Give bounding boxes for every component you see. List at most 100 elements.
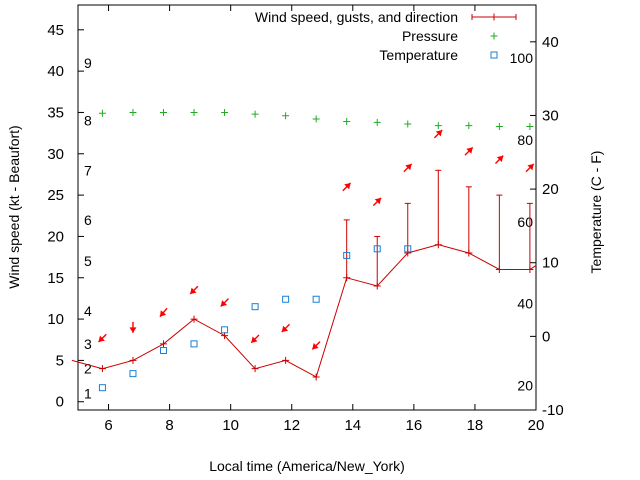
y-tick-label: 15	[47, 270, 64, 287]
y2-axis-title: Temperature (C - F)	[588, 151, 604, 274]
fahrenheit-label: 60	[517, 214, 533, 230]
pressure-point	[282, 112, 290, 120]
y-tick-label: 10	[47, 311, 64, 328]
fahrenheit-label: 100	[510, 50, 534, 66]
series-layer	[71, 108, 537, 392]
x-tick-label: 18	[467, 417, 484, 434]
wind-speed-point	[98, 365, 106, 373]
pressure-point	[98, 109, 106, 117]
wind-direction-arrow	[342, 182, 352, 192]
temperature-point	[190, 340, 198, 348]
wind-direction-arrow	[311, 341, 321, 350]
arrow-head	[312, 343, 319, 350]
legend-temperature-swatch	[490, 51, 498, 59]
beaufort-label: 1	[84, 385, 92, 401]
x-tick-label: 6	[104, 417, 112, 434]
y2-tick-label: -10	[542, 402, 564, 419]
temperature-point	[221, 326, 229, 334]
wind-direction-arrow	[129, 321, 137, 333]
wind-speed-point	[129, 356, 137, 364]
y-tick-label: 5	[56, 352, 64, 369]
pressure-point	[159, 108, 167, 116]
temperature-point	[129, 370, 137, 378]
wind-speed-point	[159, 340, 167, 348]
x-tick-label: 10	[222, 417, 239, 434]
wind-speed-point	[373, 282, 381, 290]
legend-pressure-label: Pressure	[402, 28, 458, 44]
x-tick-label: 16	[406, 417, 423, 434]
y-tick-label: 30	[47, 146, 64, 163]
beaufort-label: 5	[84, 253, 92, 269]
temperature-point	[251, 303, 259, 311]
legend-wind-label: Wind speed, gusts, and direction	[255, 9, 458, 25]
beaufort-label: 2	[84, 361, 92, 377]
pressure-point	[251, 110, 259, 118]
arrow-head	[496, 155, 504, 163]
pressure-point	[404, 120, 412, 128]
arrow-head	[251, 336, 258, 343]
legend-temperature-label: Temperature	[379, 47, 458, 63]
wind-speed-point	[282, 356, 290, 364]
plot-frame	[77, 4, 537, 411]
beaufort-label: 3	[84, 336, 92, 352]
beaufort-label: 4	[84, 303, 92, 319]
wind-direction-arrow	[403, 163, 413, 173]
wind-speed-point	[343, 274, 351, 282]
temperature-point	[312, 295, 320, 303]
pressure-point	[465, 122, 473, 130]
wind-direction-arrow	[189, 285, 199, 295]
wind-speed-point	[312, 373, 320, 381]
arrow-head	[405, 163, 412, 171]
wind-direction-arrow	[250, 334, 260, 344]
arrow-head	[220, 300, 228, 307]
y-tick-label: 40	[47, 63, 64, 80]
y-tick-label: 35	[47, 104, 64, 121]
wind-direction-arrow	[372, 197, 382, 207]
legend: Wind speed, gusts, and direction Pressure…	[255, 9, 517, 63]
wind-direction-arrow	[464, 146, 474, 156]
wind-direction-arrow	[159, 307, 168, 318]
arrow-head	[374, 197, 382, 205]
wind-direction-arrow	[433, 129, 443, 139]
temperature-point	[343, 251, 351, 259]
x-tick-label: 20	[528, 417, 545, 434]
pressure-point	[129, 108, 137, 116]
wind-direction-arrow	[220, 298, 229, 307]
arrow-head	[281, 325, 289, 333]
y-tick-label: 20	[47, 228, 64, 245]
y-axis-title: Wind speed (kt - Beaufort)	[6, 125, 22, 288]
pressure-point	[373, 118, 381, 126]
arrow-head	[98, 335, 105, 342]
x-tick-label: 12	[283, 417, 300, 434]
pressure-point	[190, 108, 198, 116]
wind-speed-point	[434, 241, 442, 249]
wind-speed-point	[465, 249, 473, 257]
temperature-point	[373, 245, 381, 253]
wind-speed-point	[404, 249, 412, 257]
arrow-head	[129, 327, 137, 333]
x-axis-title: Local time (America/New_York)	[209, 458, 405, 474]
y2-tick-label: 10	[542, 255, 559, 272]
temperature-point	[404, 245, 412, 253]
pressure-point	[434, 122, 442, 130]
x-tick-label: 8	[165, 417, 173, 434]
fahrenheit-label: 80	[517, 132, 533, 148]
arrow-head	[435, 130, 443, 137]
y2-tick-label: 30	[542, 107, 559, 124]
arrow-head	[344, 182, 351, 190]
wind-direction-arrow	[281, 323, 291, 333]
ticks-layer: 6 8 10 12 14 16 18 20051015202530354045-1001020…	[47, 5, 564, 434]
pressure-point	[495, 123, 503, 130]
wind-speed-point	[190, 315, 198, 323]
temperature-point	[98, 384, 106, 392]
y-tick-label: 0	[56, 394, 64, 411]
pressure-point	[312, 115, 320, 123]
pressure-point	[526, 123, 534, 130]
y-tick-label: 45	[47, 22, 64, 39]
arrow-head	[527, 163, 534, 171]
beaufort-label: 7	[84, 162, 92, 178]
x-tick-label: 14	[344, 417, 361, 434]
temperature-point	[159, 346, 167, 354]
